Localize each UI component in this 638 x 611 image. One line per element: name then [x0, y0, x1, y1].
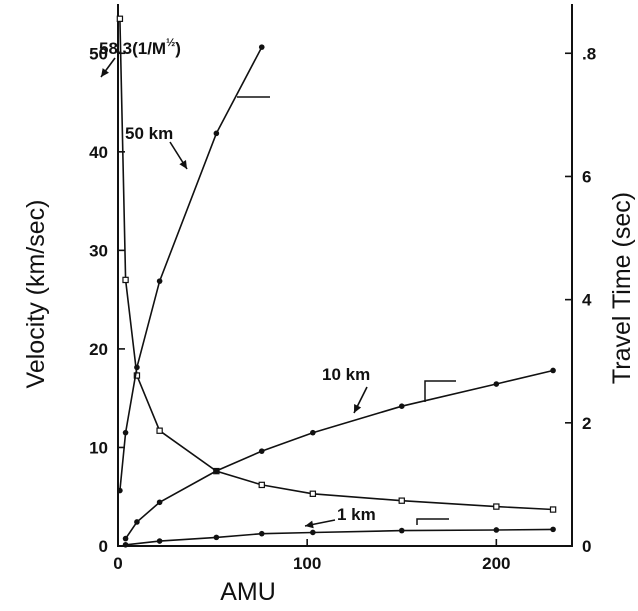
arrow-mass-formula-head: [101, 68, 109, 77]
series-line-1: [119, 46, 263, 491]
y-left-tick-label-4: 40: [89, 143, 108, 162]
y-axis-title-right: Travel Time (sec): [608, 192, 636, 384]
series-3-point-3: [258, 530, 265, 537]
y-left-tick-label-0: 0: [99, 537, 108, 556]
series-2-point-7: [493, 381, 500, 387]
series-2-point-6: [398, 403, 405, 409]
series-0-point-7: [398, 497, 405, 504]
series-1-point-2: [134, 364, 140, 371]
annotation-1km: 1 km: [337, 505, 376, 524]
y-right-tick-label-2: 4: [582, 291, 592, 310]
series-line-0: [119, 18, 554, 511]
y-left-tick-label-3: 30: [89, 241, 108, 260]
arrow-50km-head: [179, 160, 187, 169]
arrow-10km-head: [354, 404, 362, 413]
series-2-point-3: [213, 468, 220, 474]
series-0-point-0: [116, 15, 124, 22]
series-1-point-1: [122, 429, 129, 436]
series-3-point-2: [213, 534, 220, 541]
annotation-layer: 58.3(1/M½) 50 km 10 km 1 km: [99, 37, 456, 529]
series-3-point-6: [493, 527, 500, 533]
series-3-point-7: [550, 526, 556, 533]
series-2-point-4: [258, 448, 265, 454]
y-axis-title-left: Velocity (km/sec): [22, 200, 50, 389]
y-right-tick-label-4: .8: [582, 44, 596, 63]
series-0-point-6: [309, 490, 317, 497]
x-tick-label-1: 100: [293, 554, 321, 573]
y-left-tick-label-2: 20: [89, 340, 108, 359]
y-right-tick-label-3: 6: [582, 167, 591, 186]
series-2-point-2: [156, 499, 163, 506]
bracket-mark-10km: [424, 380, 456, 402]
tick-marks: 0 100 200 0 10 20 30 40 50 0 2 4 6 .8: [89, 44, 596, 573]
series-0-point-9: [549, 506, 557, 513]
y-right-tick-label-1: 2: [582, 414, 591, 433]
y-left-tick-label-5: 50: [89, 44, 108, 63]
series-2: [122, 367, 556, 542]
arrow-1km: [304, 519, 336, 529]
y-left-tick-label-1: 10: [89, 438, 108, 457]
series-3-point-4: [310, 529, 316, 536]
y-right-tick-label-0: 0: [582, 537, 591, 556]
annotation-mass-formula: 58.3(1/M½): [99, 37, 181, 58]
series-0: [116, 15, 557, 513]
axis-frame: [117, 4, 573, 547]
series-0-point-3: [156, 427, 163, 434]
bracket-mark-1km: [416, 518, 449, 525]
series-0-point-1: [122, 276, 129, 284]
series-1-point-5: [258, 44, 265, 50]
series-3: [122, 526, 556, 548]
x-tick-label-0: 0: [113, 554, 122, 573]
series-line-3: [125, 528, 554, 546]
series-2-point-8: [550, 367, 556, 374]
series-layer: [116, 15, 557, 548]
series-3-point-0: [122, 541, 129, 548]
series-1-point-0: [117, 487, 123, 494]
series-2-point-5: [310, 429, 316, 436]
series-1: [117, 44, 265, 494]
axes: [117, 4, 573, 547]
annotation-50km: 50 km: [125, 124, 173, 143]
series-1-point-4: [213, 130, 220, 137]
x-tick-label-2: 200: [482, 554, 510, 573]
x-axis-title: AMU: [220, 578, 276, 606]
series-3-point-5: [398, 527, 405, 534]
arrow-50km: [169, 141, 188, 170]
series-1-point-3: [156, 278, 163, 284]
series-0-point-5: [258, 481, 265, 489]
series-2-point-0: [122, 535, 129, 542]
series-2-point-1: [134, 519, 140, 525]
annotation-10km: 10 km: [322, 365, 370, 384]
arrow-1km-head: [305, 520, 314, 529]
series-0-point-8: [493, 503, 500, 510]
series-0-point-2: [133, 372, 141, 379]
series-3-point-1: [156, 538, 163, 544]
arrow-mass-formula: [100, 57, 116, 78]
arrow-10km: [353, 386, 368, 414]
